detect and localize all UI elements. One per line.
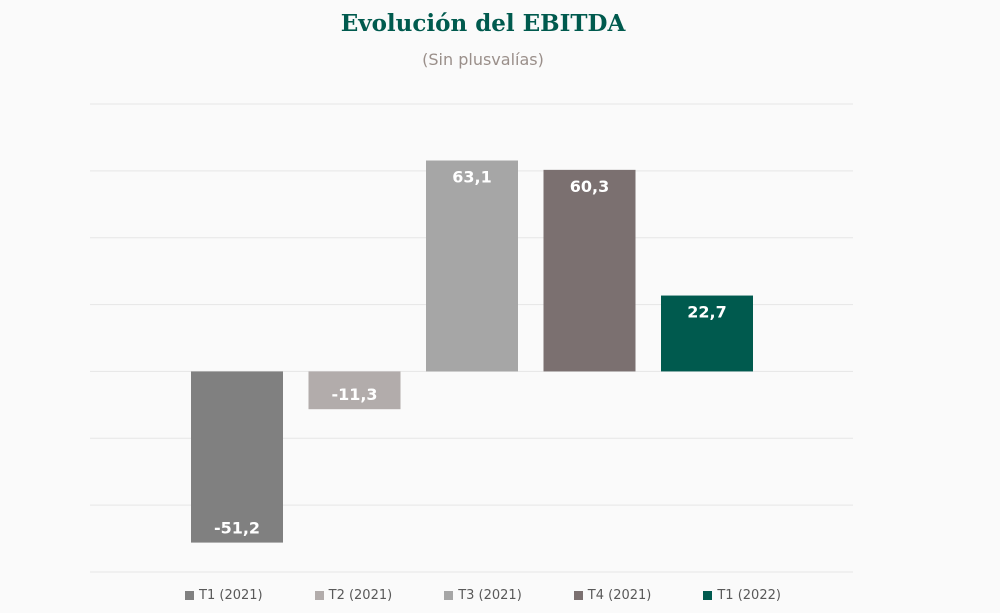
legend-label: T1 (2021): [199, 588, 263, 603]
legend-swatch: [314, 591, 324, 600]
chart-subtitle: (Sin plusvalías): [422, 50, 544, 69]
legend-swatch: [573, 591, 583, 600]
legend-label: T2 (2021): [328, 588, 393, 603]
legend-item: T1 (2021): [185, 588, 263, 603]
bar-4: [543, 169, 636, 372]
legend-label: T4 (2021): [587, 588, 652, 603]
bar-1: [191, 371, 283, 543]
bar-2: [308, 371, 401, 410]
bar-value-label: -11,3: [331, 385, 377, 404]
legend-label: T1 (2022): [717, 588, 781, 603]
bar-5: [661, 295, 753, 372]
legend-item: T2 (2021): [314, 588, 393, 603]
legend-swatch: [185, 591, 195, 600]
legend-swatch: [444, 591, 454, 600]
legend-item: T1 (2022): [703, 588, 781, 603]
bar-value-label: -51,2: [214, 519, 260, 538]
legend-item: T3 (2021): [444, 588, 522, 603]
chart-title: Evolución del EBITDA: [340, 10, 626, 37]
chart-legend: T1 (2021) T2 (2021) T3 (2021) T4 (2021) T1 (…: [0, 588, 966, 603]
bar-value-label: 22,7: [687, 303, 726, 322]
bar-value-label: 63,1: [452, 167, 491, 186]
legend-item: T4 (2021): [573, 588, 652, 603]
legend-label: T3 (2021): [458, 588, 522, 603]
bar-value-label: 60,3: [570, 177, 609, 196]
bar-3: [426, 160, 518, 372]
legend-swatch: [703, 591, 713, 600]
